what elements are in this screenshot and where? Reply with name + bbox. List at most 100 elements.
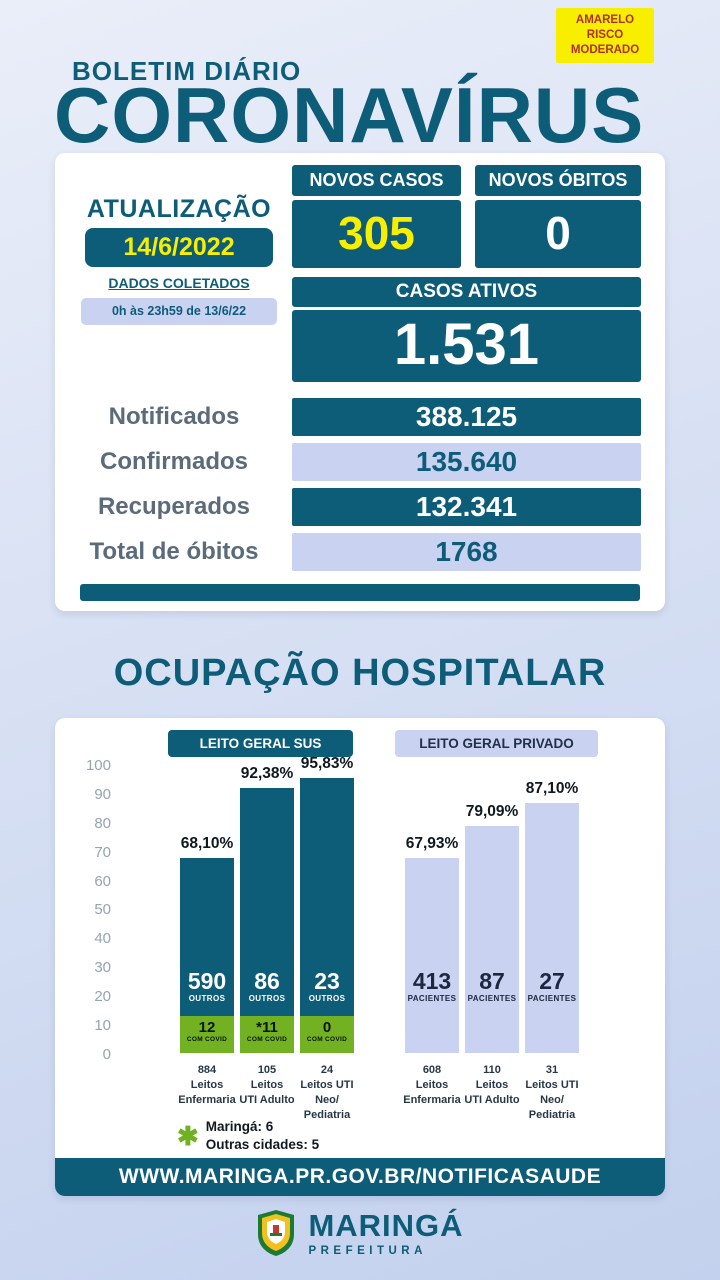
bar-x-label: 608 Leitos Enfermaria (403, 1064, 461, 1106)
covid-count: *11 (256, 1019, 278, 1036)
update-date: 14/6/2022 (85, 228, 273, 267)
occupancy-bar: 67,93% 413 PACIENTES (405, 835, 459, 1053)
notified-label: Notificados (108, 403, 240, 430)
covid-caption: COM COVID (246, 1036, 288, 1043)
bar-column-priv-uti-adulto: 79,09% 87 PACIENTES 110 Leitos UTI Adult… (464, 766, 519, 1106)
others-caption: OUTROS (308, 994, 346, 1003)
new-deaths-label: NOVOS ÓBITOS (475, 165, 641, 196)
patients-count: 413 (412, 967, 452, 994)
bulletin-kicker: BOLETIM DIÁRIO (72, 56, 302, 86)
risk-level-badge: AMARELO RISCO MODERADO (556, 8, 654, 63)
y-tick: 30 (94, 959, 111, 977)
total-deaths-label: Total de óbitos (89, 538, 259, 565)
bar-x-label: 24 Leitos UTI Neo/ Pediatria (300, 1064, 354, 1121)
bar-x-label: 105 Leitos UTI Adulto (239, 1064, 295, 1106)
patients-count: 27 (539, 967, 565, 994)
y-tick: 10 (94, 1017, 111, 1035)
bar-percent-label: 67,93% (405, 835, 459, 853)
bar-others-block: 86 OUTROS (240, 967, 294, 1003)
y-tick: 70 (94, 843, 111, 861)
y-tick: 20 (94, 988, 111, 1006)
patients-caption: PACIENTES (467, 994, 517, 1003)
occupancy-bar: 92,38% 86 OUTROS *11 COM COVID (240, 765, 294, 1053)
sus-group-header: LEITO GERAL SUS (168, 730, 353, 757)
occupancy-bar: 95,83% 23 OUTROS 0 COM COVID (300, 755, 354, 1053)
hospital-section-title: OCUPAÇÃO HOSPITALAR (113, 652, 607, 694)
bar-chart: 68,10% 590 OUTROS 12 COM COVID 884 Leito… (55, 755, 665, 1121)
bar-patients-block: 27 PACIENTES (525, 967, 579, 1003)
others-caption: OUTROS (188, 994, 226, 1003)
y-tick: 40 (94, 930, 111, 948)
recovered-value: 132.341 (292, 488, 641, 526)
notified-value: 388.125 (292, 398, 641, 436)
covid-segment: 0 COM COVID (300, 1016, 354, 1053)
bar-column-priv-enfermaria: 67,93% 413 PACIENTES 608 Leitos Enfermar… (403, 766, 460, 1106)
bar-x-label: 31 Leitos UTI Neo/ Pediatria (525, 1064, 579, 1121)
bar-column-sus-enfermaria: 68,10% 590 OUTROS 12 COM COVID 884 Leito… (178, 766, 235, 1106)
covid-caption: COM COVID (306, 1036, 348, 1043)
update-label: ATUALIZAÇÃO (86, 195, 272, 223)
covid-segment: 12 COM COVID (180, 1016, 234, 1053)
new-cases-value: 305 (292, 200, 461, 268)
maringa-coat-of-arms-icon (258, 1209, 295, 1256)
total-deaths-value: 1768 (292, 533, 641, 571)
chart-footnote: ✱ Maringá: 6 Outras cidades: 5 (177, 1118, 319, 1153)
bar-patients-block: 87 PACIENTES (465, 967, 519, 1003)
occupancy-bar: 79,09% 87 PACIENTES (465, 803, 519, 1053)
confirmed-value: 135.640 (292, 443, 641, 481)
occupancy-bar: 68,10% 590 OUTROS 12 COM COVID (180, 835, 234, 1053)
bar-patients-block: 413 PACIENTES (405, 967, 459, 1003)
data-collected-label: DADOS COLETADOS (108, 275, 250, 291)
others-caption: OUTROS (248, 994, 286, 1003)
active-cases-label: CASOS ATIVOS (292, 277, 641, 307)
others-count: 23 (314, 967, 340, 994)
covid-count: 12 (198, 1019, 216, 1036)
patients-caption: PACIENTES (407, 994, 457, 1003)
y-tick: 60 (94, 872, 111, 890)
patients-count: 87 (479, 967, 505, 994)
bar-percent-label: 87,10% (525, 780, 579, 798)
bar-others-block: 590 OUTROS (180, 967, 234, 1003)
footnote-line-maringa: Maringá: 6 (205, 1119, 274, 1134)
hospital-occupancy-card: LEITO GERAL SUS LEITO GERAL PRIVADO 100 … (55, 718, 665, 1196)
org-subtitle: PREFEITURA (308, 1245, 427, 1257)
recovered-label: Recuperados (97, 493, 251, 520)
bar-x-label: 884 Leitos Enfermaria (178, 1064, 236, 1106)
org-block: MARINGÁ PREFEITURA (308, 1208, 463, 1257)
new-cases-label: NOVOS CASOS (292, 165, 461, 196)
confirmed-label: Confirmados (99, 448, 248, 475)
bar-percent-label: 79,09% (465, 803, 519, 821)
org-name: MARINGÁ (308, 1208, 464, 1243)
y-axis: 100 90 80 70 60 50 40 30 20 10 0 (69, 757, 111, 1063)
others-count: 590 (187, 967, 227, 994)
bar-percent-label: 92,38% (240, 764, 294, 782)
y-tick: 100 (85, 757, 111, 774)
covid-count: 0 (322, 1019, 332, 1036)
others-count: 86 (254, 967, 280, 994)
y-tick: 90 (94, 785, 111, 803)
footer: MARINGÁ PREFEITURA (0, 1208, 720, 1257)
bar-column-sus-uti-neo: 95,83% 23 OUTROS 0 COM COVID 24 Leitos U… (300, 755, 354, 1121)
covid-segment: *11 COM COVID (240, 1016, 294, 1053)
active-cases-value: 1.531 (292, 310, 641, 382)
data-collected-period: 0h às 23h59 de 13/6/22 (81, 298, 277, 325)
bar-percent-label: 95,83% (300, 754, 354, 772)
bar-column-sus-uti-adulto: 92,38% 86 OUTROS *11 COM COVID 105 Leito… (239, 765, 294, 1106)
footnote-line-outras: Outras cidades: 5 (205, 1136, 320, 1152)
occupancy-bar: 87,10% 27 PACIENTES (525, 780, 579, 1053)
daily-stats-card: ATUALIZAÇÃO 14/6/2022 DADOS COLETADOS 0h… (55, 153, 665, 611)
page-title: CORONAVÍRUS (54, 71, 645, 159)
patients-caption: PACIENTES (527, 994, 577, 1003)
bar-x-label: 110 Leitos UTI Adulto (464, 1064, 520, 1106)
covid-caption: COM COVID (186, 1036, 228, 1043)
bar-percent-label: 68,10% (180, 834, 234, 852)
divider-bar (80, 584, 640, 601)
y-tick: 50 (94, 901, 111, 919)
private-group-header: LEITO GERAL PRIVADO (395, 730, 598, 757)
footnote-lines: Maringá: 6 Outras cidades: 5 (206, 1118, 319, 1153)
asterisk-icon: ✱ (177, 1120, 199, 1151)
website-url: WWW.MARINGA.PR.GOV.BR/NOTIFICASAUDE (55, 1158, 665, 1196)
y-tick: 80 (94, 814, 111, 832)
bar-others-block: 23 OUTROS (300, 967, 354, 1003)
